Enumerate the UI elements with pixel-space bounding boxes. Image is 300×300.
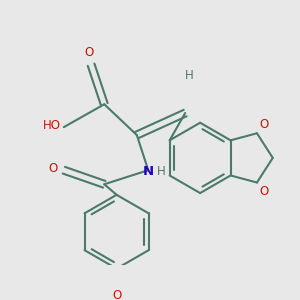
Text: O: O xyxy=(85,46,94,59)
Text: H: H xyxy=(185,69,194,82)
Text: H: H xyxy=(157,166,166,178)
Text: O: O xyxy=(260,118,268,131)
Text: O: O xyxy=(49,162,58,175)
Text: O: O xyxy=(112,290,121,300)
Text: N: N xyxy=(143,166,154,178)
Text: O: O xyxy=(260,185,268,198)
Text: HO: HO xyxy=(43,119,61,132)
